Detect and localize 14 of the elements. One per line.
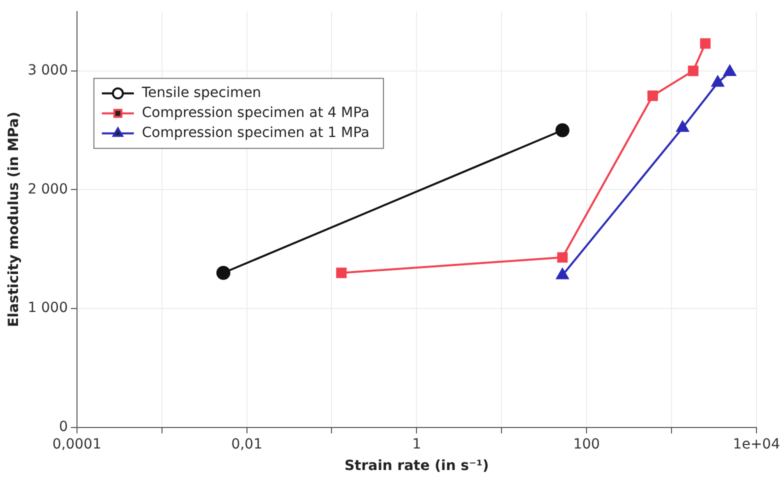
x-tick-label: 100 bbox=[573, 436, 600, 452]
legend-label: Tensile specimen bbox=[140, 85, 262, 102]
y-tick-label: 2 000 bbox=[28, 181, 68, 198]
y-tick-label: 0 bbox=[58, 419, 68, 436]
x-tick-label: 1e+04 bbox=[732, 436, 780, 452]
y-axis-title: Elasticity modulus (in MPa) bbox=[6, 112, 22, 328]
y-tick-label: 3 000 bbox=[28, 62, 68, 78]
x-tick-label: 0,01 bbox=[231, 436, 262, 452]
x-tick-label: 1 bbox=[412, 436, 422, 452]
y-tick-label: 1 000 bbox=[28, 300, 68, 316]
legend-label: Compression specimen at 1 MPa bbox=[142, 125, 370, 142]
x-tick-label: 0,0001 bbox=[52, 436, 102, 452]
legend-label: Compression specimen at 4 MPa bbox=[142, 105, 370, 122]
x-axis-title: Strain rate (in s⁻¹) bbox=[344, 458, 489, 474]
